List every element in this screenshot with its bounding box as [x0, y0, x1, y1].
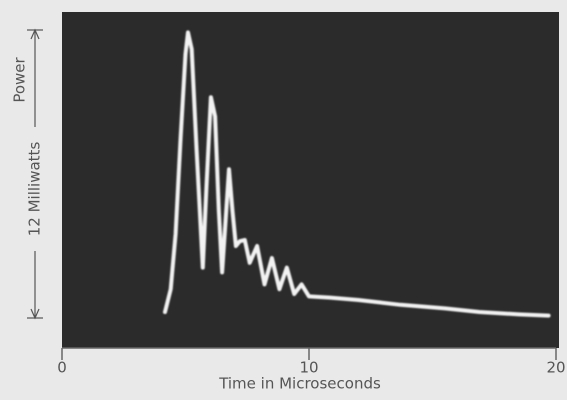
- plot-area: [62, 12, 559, 348]
- x-tick-label: 0: [57, 359, 67, 377]
- x-tick-label: 10: [299, 359, 318, 377]
- x-axis-label: Time in Microseconds: [218, 375, 381, 393]
- trace-line: [163, 30, 551, 318]
- y-range-arrowhead: [30, 28, 40, 40]
- y-axis-label: 12 Milliwatts: [26, 142, 44, 237]
- y-label-gap: [27, 127, 43, 251]
- x-tick-label: 20: [546, 359, 565, 377]
- y-range-arrowhead: [30, 308, 40, 320]
- trace-group: [163, 30, 551, 318]
- y-axis-label-top: Power: [11, 56, 29, 102]
